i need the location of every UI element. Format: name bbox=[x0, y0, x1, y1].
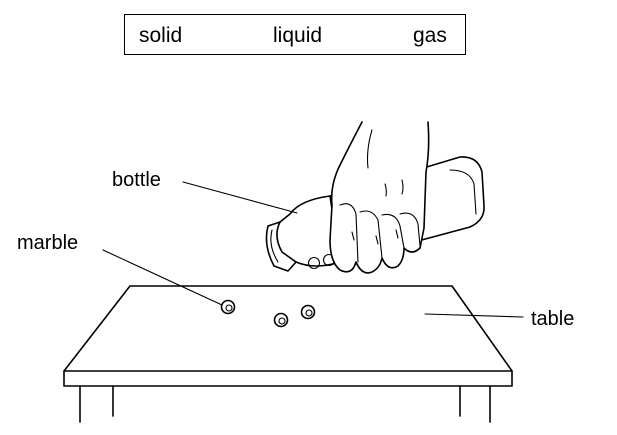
word-solid: solid bbox=[139, 24, 183, 47]
table-drawing bbox=[63, 285, 513, 423]
marble bbox=[273, 312, 289, 328]
bottle-neck bbox=[265, 221, 297, 272]
marble-leader-line bbox=[102, 249, 223, 306]
bottle-leader-line bbox=[182, 181, 298, 214]
table-label: table bbox=[531, 308, 575, 330]
table-leader-line bbox=[424, 313, 524, 318]
marble bbox=[300, 304, 316, 320]
hand-outline bbox=[329, 121, 430, 274]
word-liquid: liquid bbox=[273, 24, 323, 47]
bottle-label: bottle bbox=[112, 169, 161, 191]
bottle-drawing bbox=[265, 156, 485, 272]
table-front-edge bbox=[63, 370, 513, 387]
marbles bbox=[220, 299, 316, 328]
hand-drawing bbox=[329, 121, 430, 274]
bottle-body bbox=[329, 156, 485, 263]
marble-label: marble bbox=[17, 232, 79, 254]
bottle-shoulder bbox=[276, 195, 341, 267]
marble bbox=[220, 299, 236, 315]
word-bank-box: solid liquid gas bbox=[124, 14, 466, 55]
word-gas: gas bbox=[413, 24, 447, 47]
table-top bbox=[63, 285, 513, 372]
